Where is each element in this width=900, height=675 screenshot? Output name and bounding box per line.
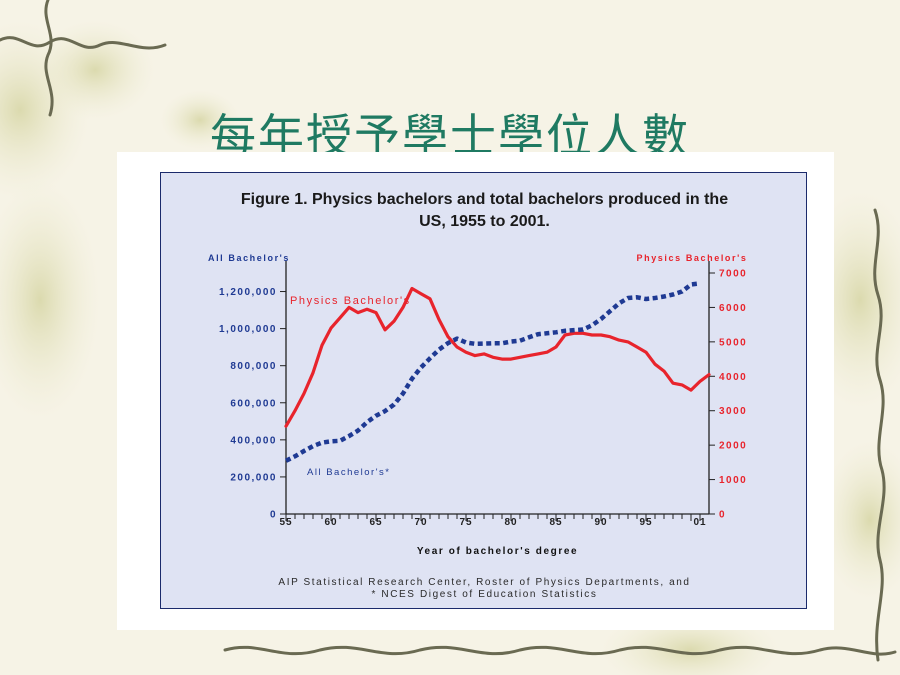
left-tick-label: 200,000 — [230, 472, 277, 483]
left-tick-label: 400,000 — [230, 435, 277, 446]
right-tick-label: 5000 — [719, 337, 747, 348]
chart-title-line-2: US, 1955 to 2001. — [419, 213, 550, 230]
right-tick-label: 4000 — [719, 372, 747, 383]
physics-series-label: Physics Bachelor's — [290, 295, 411, 307]
x-tick-label: 95 — [639, 517, 652, 528]
right-tick-label: 0 — [719, 510, 726, 521]
left-tick-label: 1,000,000 — [219, 324, 277, 335]
x-tick-label: 90 — [594, 517, 607, 528]
all-series-label: All Bachelor's* — [307, 467, 390, 478]
left-tick-label: 1,200,000 — [219, 287, 277, 298]
chart: 0 200,000 400,000 600,000 800,000 1,000,000 1,… — [208, 253, 748, 557]
right-tick-label: 6000 — [719, 303, 747, 314]
left-tick-label: 800,000 — [230, 361, 277, 372]
x-tick-label: 65 — [369, 517, 382, 528]
x-axis-title: Year of bachelor's degree — [417, 546, 578, 557]
x-tick-label: 80 — [504, 517, 517, 528]
left-tick-label: 600,000 — [230, 398, 277, 409]
right-axis-title: Physics Bachelor's — [637, 253, 748, 263]
x-tick-label: 01 — [693, 517, 706, 528]
x-tick-label: 55 — [279, 517, 292, 528]
right-tick-label: 7000 — [719, 269, 747, 280]
physics-series-line — [284, 286, 711, 428]
x-tick-label: 60 — [324, 517, 337, 528]
right-tick-label: 3000 — [719, 406, 747, 417]
left-tick-label: 0 — [270, 510, 277, 521]
all-bachelors-series-line — [284, 281, 701, 463]
figure-box: Figure 1. Physics bachelors and total ba… — [160, 172, 807, 609]
vine-decoration — [0, 0, 897, 662]
source-line-1: AIP Statistical Research Center, Roster … — [278, 577, 691, 588]
x-tick-label: 70 — [414, 517, 427, 528]
x-tick-label: 75 — [459, 517, 472, 528]
right-tick-label: 1000 — [719, 475, 747, 486]
source-line-2: * NCES Digest of Education Statistics — [371, 589, 598, 600]
x-tick-label: 85 — [549, 517, 562, 528]
left-axis-title: All Bachelor's — [208, 253, 290, 263]
right-tick-label: 2000 — [719, 441, 747, 452]
chart-title-line-1: Figure 1. Physics bachelors and total ba… — [240, 191, 729, 208]
